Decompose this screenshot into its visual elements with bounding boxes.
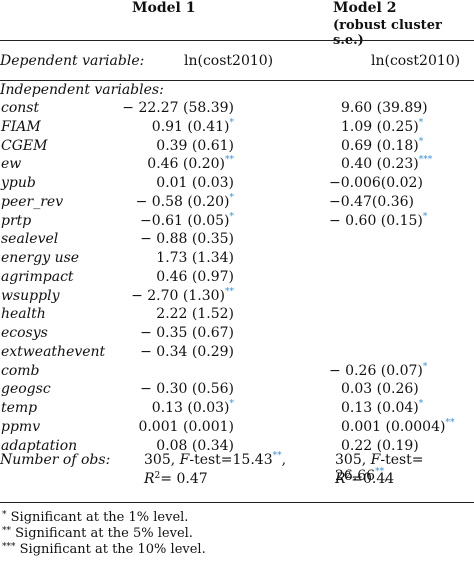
model2-coefficient: 0.13 (0.04)*: [341, 399, 424, 416]
variable-name: ypub: [1, 175, 36, 191]
model1-coefficient: 0.08 (0.34): [156, 437, 234, 454]
model2-significance-mark: *: [422, 361, 428, 372]
table-row: ecosys − 0.35 (0.67): [0, 325, 474, 344]
model1-coefficient: − 0.35 (0.67): [140, 325, 234, 341]
table-row: sealevel − 0.88 (0.35): [0, 231, 474, 250]
variable-name: ppmv: [1, 418, 41, 435]
table-row: peer_rev − 0.58 (0.20)* −0.47(0.36): [0, 192, 474, 213]
obs-model1-line1: 305, F-test=15.43**,: [144, 451, 287, 468]
footnote-10pct: *** Significant at the 10% level.: [2, 542, 206, 557]
table-row: geogsc − 0.30 (0.56) 0.03 (0.26): [0, 381, 474, 400]
variable-name: prtp: [1, 212, 32, 229]
table-row: agrimpact 0.46 (0.97): [0, 269, 474, 288]
table-row: extweathevent − 0.34 (0.29): [0, 344, 474, 363]
top-rule: [0, 40, 474, 41]
model2-coefficient: 0.69 (0.18)*: [341, 136, 424, 154]
variable-name: ew: [1, 156, 22, 173]
model2-significance-mark: **: [445, 417, 455, 428]
table-row: adaptation 0.08 (0.34) 0.22 (0.19): [0, 438, 474, 457]
model1-coefficient: 0.13 (0.03)*: [151, 399, 235, 416]
model1-coefficient: 0.39 (0.61): [156, 137, 234, 154]
variable-name: FIAM: [1, 118, 41, 135]
table-row: ypub 0.01 (0.03) −0.006(0.02): [0, 175, 474, 194]
dependent-variable-model1: ln(cost2010): [184, 53, 274, 69]
table-row: const − 22.27 (58.39) 9.60 (39.89): [0, 100, 474, 119]
model1-coefficient: 2.22 (1.52): [156, 306, 234, 323]
model1-significance-mark: **: [225, 286, 234, 297]
table-row: temp 0.13 (0.03)* 0.13 (0.04)*: [0, 399, 474, 419]
variable-name: agrimpact: [1, 268, 74, 285]
model1-coefficient: −0.61 (0.05)*: [140, 211, 235, 229]
variable-name: comb: [1, 362, 40, 379]
header-model2-subtitle: (robust cluster s.e.): [333, 18, 442, 48]
obs-model2-line1: 305, F-test= 26.66**,: [335, 452, 424, 484]
table-row: comb − 0.26 (0.07)*: [0, 361, 474, 382]
header-model2: Model 2: [333, 0, 397, 16]
model1-coefficient: − 0.88 (0.35): [140, 231, 234, 248]
model1-significance-mark: **: [225, 155, 234, 166]
table-row: energy use 1.73 (1.34): [0, 250, 474, 269]
model1-coefficient: 1.73 (1.34): [156, 250, 234, 266]
table-row: CGEM 0.39 (0.61) 0.69 (0.18)*: [0, 136, 474, 157]
model2-significance-mark: ***: [418, 155, 433, 166]
model2-significance-mark: *: [418, 117, 424, 128]
variable-name: adaptation: [1, 437, 78, 454]
variable-name: energy use: [1, 250, 80, 266]
variable-name: health: [1, 306, 46, 323]
mid-rule: [0, 80, 474, 81]
model1-significance-mark: *: [229, 399, 235, 409]
model2-coefficient: 0.001 (0.0004)**: [341, 417, 455, 435]
table-row: wsupply − 2.70 (1.30)**: [0, 286, 474, 307]
model1-significance-mark: *: [229, 117, 235, 128]
variable-name: peer_rev: [1, 193, 64, 210]
model2-coefficient: −0.006(0.02): [329, 175, 423, 191]
model2-coefficient: 0.03 (0.26): [341, 381, 419, 398]
bottom-rule: [0, 502, 474, 503]
model2-significance-mark: *: [418, 399, 424, 409]
model1-coefficient: 0.001 (0.001): [138, 418, 234, 435]
table-row: FIAM 0.91 (0.41)* 1.09 (0.25)*: [0, 117, 474, 138]
table-row: prtp −0.61 (0.05)* − 0.60 (0.15)*: [0, 211, 474, 232]
model2-coefficient: 1.09 (0.25)*: [341, 117, 424, 135]
model1-coefficient: 0.01 (0.03): [156, 175, 234, 191]
variable-name: temp: [1, 400, 38, 416]
model2-coefficient: 0.40 (0.23)***: [341, 155, 433, 173]
model2-coefficient: 0.22 (0.19): [341, 437, 419, 454]
table-row: ew 0.46 (0.20)** 0.40 (0.23)***: [0, 155, 474, 175]
dependent-variable-model2: ln(cost2010): [371, 53, 461, 69]
model2-coefficient: 9.60 (39.89): [341, 100, 428, 116]
model2-coefficient: − 0.26 (0.07)*: [329, 361, 428, 379]
footnote-1pct: * Significant at the 1% level.: [2, 510, 189, 525]
variable-name: const: [1, 100, 40, 116]
variable-name: wsupply: [1, 287, 60, 304]
model2-significance-mark: *: [422, 211, 428, 222]
header-model1: Model 1: [132, 0, 196, 16]
variable-name: ecosys: [1, 325, 48, 341]
model1-coefficient: − 0.30 (0.56): [140, 381, 234, 398]
obs-label: Number of obs:: [0, 452, 111, 468]
variable-name: geogsc: [1, 381, 51, 398]
model1-coefficient: − 22.27 (58.39): [122, 100, 234, 116]
model2-significance-mark: *: [418, 136, 424, 147]
model1-significance-mark: *: [229, 211, 235, 222]
variable-name: extweathevent: [1, 343, 106, 360]
table-row: health 2.22 (1.52): [0, 306, 474, 325]
variable-name: sealevel: [1, 231, 59, 248]
dependent-variable-label: Dependent variable:: [0, 53, 145, 69]
model1-coefficient: − 0.34 (0.29): [140, 343, 234, 360]
table-row: ppmv 0.001 (0.001) 0.001 (0.0004)**: [0, 417, 474, 438]
model1-coefficient: − 2.70 (1.30)**: [131, 286, 234, 304]
model1-significance-mark: *: [229, 192, 235, 203]
model1-coefficient: 0.46 (0.97): [156, 268, 234, 285]
model1-coefficient: 0.46 (0.20)**: [147, 155, 234, 173]
model1-coefficient: 0.91 (0.41)*: [151, 117, 235, 135]
model1-coefficient: − 0.58 (0.20)*: [135, 192, 235, 210]
obs-model1-line2: R2= 0.47: [144, 471, 208, 487]
variable-name: CGEM: [1, 137, 48, 154]
obs-model2-line2: R2=0.44: [335, 471, 395, 487]
model2-coefficient: −0.47(0.36): [329, 193, 414, 210]
model2-coefficient: − 0.60 (0.15)*: [329, 211, 428, 229]
independent-variables-label: Independent variables:: [0, 82, 164, 98]
footnote-5pct: ** Significant at the 5% level.: [2, 526, 193, 541]
